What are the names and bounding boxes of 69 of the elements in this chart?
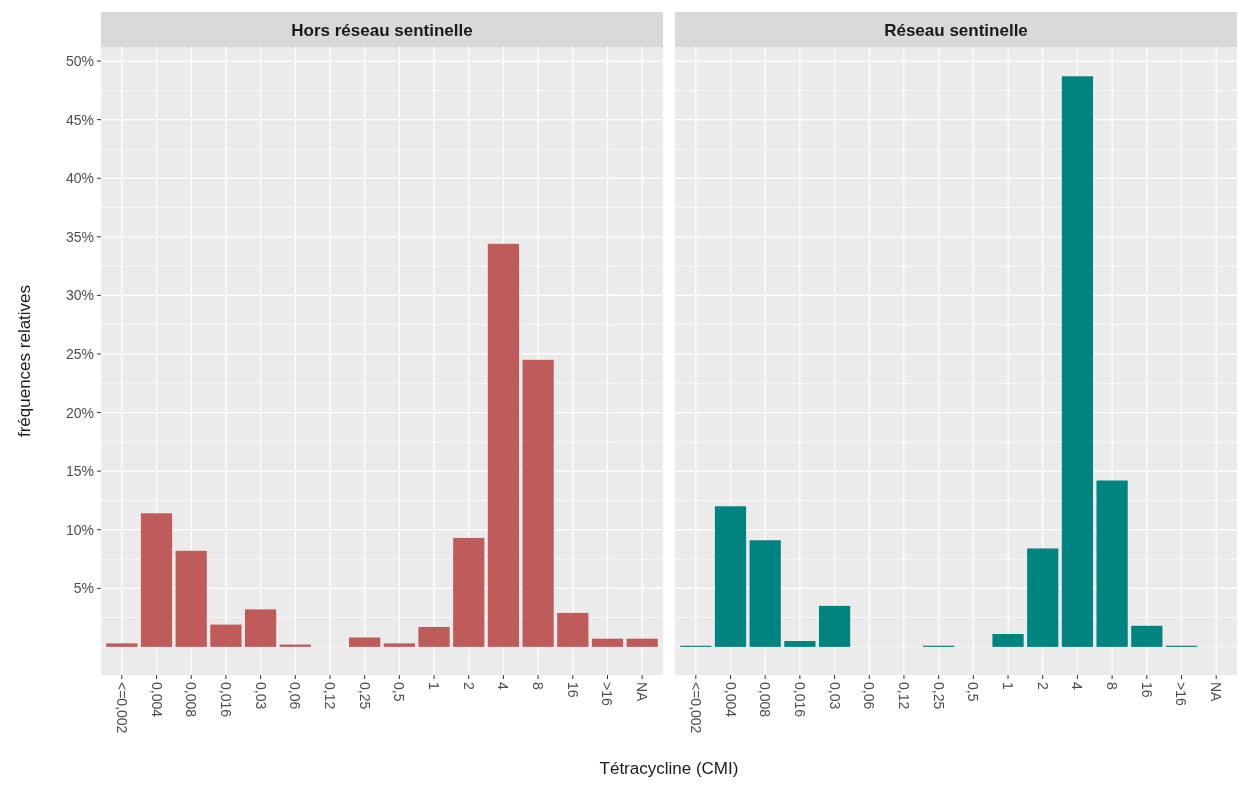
y-tick-label: 50% [65,53,94,70]
bar [418,626,450,647]
x-tick-label: 8 [530,682,547,690]
x-tick-label: 0,004 [722,682,739,718]
x-tick-label: 0,008 [757,682,774,718]
x-tick-label: 0,008 [183,682,200,718]
x-tick-label: 4 [495,682,512,690]
x-tick-label: >16 [1173,682,1190,706]
x-tick-label: 0,12 [895,682,912,710]
bar [140,513,173,647]
y-tick-label: 20% [65,404,94,421]
bar [749,540,781,647]
bar [453,537,485,647]
bar [626,638,658,647]
x-tick-label: 0,25 [356,682,373,710]
x-tick-label: >16 [599,682,616,706]
x-tick-label: 0,06 [287,682,304,710]
x-tick-label: 0,004 [148,682,165,718]
bar [487,243,520,647]
x-tick-label: 8 [1104,682,1121,690]
y-tick-label: 15% [65,463,94,480]
y-tick-label: 10% [65,521,94,538]
y-tick-label: 40% [65,170,94,187]
x-tick-label: 2 [460,682,477,690]
x-tick-label: 0,06 [861,682,878,710]
x-tick-label: 0,016 [217,682,234,718]
x-tick-label: 0,5 [965,682,982,702]
bar [106,643,138,647]
x-tick-label: 1 [426,682,443,690]
y-tick-label: 45% [65,111,94,128]
bar [1027,548,1059,647]
x-tick-label: <=0,002 [687,682,704,734]
bar [522,359,554,647]
bar [383,643,415,647]
bar [591,638,624,647]
x-tick-label: <=0,002 [113,682,130,734]
y-tick-label: 35% [65,228,94,245]
bar [1061,76,1094,647]
x-tick-label: NA [1208,682,1225,703]
x-tick-label: 0,03 [826,682,843,710]
x-tick-label: 0,016 [791,682,808,718]
y-axis-title: fréquences relatives [15,284,34,438]
y-tick-label: 30% [65,287,94,304]
x-tick-label: 16 [564,682,581,698]
x-tick-label: NA [634,682,651,703]
bar [1096,480,1128,647]
y-tick-label: 5% [73,580,94,597]
bar [992,633,1024,647]
bar [818,605,851,647]
x-tick-label: 2 [1034,682,1051,690]
x-tick-label: 0,12 [321,682,338,710]
y-tick-label: 25% [65,345,94,362]
bar [714,506,747,647]
x-tick-label: 4 [1069,682,1086,690]
chart-title: Réseau sentinelle [884,20,1028,40]
x-tick-label: 1 [1000,682,1017,690]
x-axis-title: Tétracycline (CMI) [599,759,739,778]
bar [210,624,242,647]
bar [244,609,277,647]
x-tick-label: 0,25 [930,682,947,710]
bar [557,612,589,647]
x-tick-label: 0,03 [252,682,269,710]
bar [349,637,381,647]
bar [1131,625,1163,647]
bar [175,550,207,647]
chart-title: Hors réseau sentinelle [291,20,473,40]
x-tick-label: 0,5 [391,682,408,702]
x-tick-label: 16 [1138,682,1155,698]
bar [784,641,816,647]
